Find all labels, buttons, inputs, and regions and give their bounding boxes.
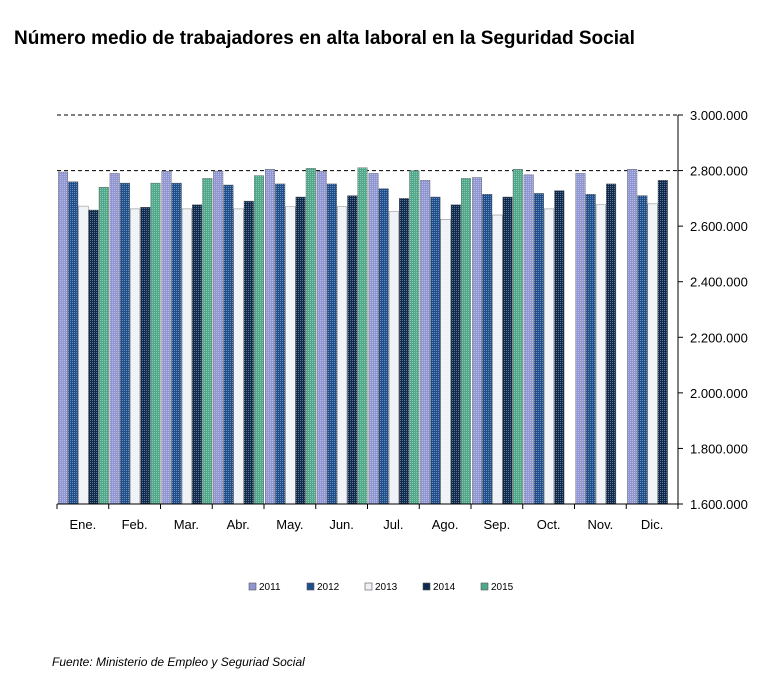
y-tick-label: 1.800.000 [690, 441, 748, 456]
y-tick-label: 2.000.000 [690, 386, 748, 401]
bar-texture-2013-8 [492, 215, 503, 504]
legend-swatch-2014 [422, 582, 431, 591]
legend: 2011 2012 2013 2014 2015 [248, 582, 514, 593]
bar-texture-2012-0 [68, 181, 78, 504]
bar-texture-2015-3 [254, 175, 264, 504]
bar-texture-2014-0 [88, 210, 99, 504]
x-tick-label: Ago. [432, 517, 459, 532]
bar-texture-2014-1 [140, 207, 151, 504]
bar-texture-2014-6 [399, 198, 409, 504]
x-tick-label: Jun. [329, 517, 354, 532]
legend-label-2013: 2013 [375, 582, 398, 593]
bar-texture-2012-8 [482, 194, 492, 504]
x-tick-label: Oct. [537, 517, 561, 532]
bar-texture-2011-0 [58, 172, 68, 504]
bar-texture-2014-11 [658, 180, 668, 505]
bar-texture-2012-4 [275, 183, 285, 504]
bar-texture-2015-5 [357, 167, 368, 505]
y-tick-label: 2.200.000 [690, 330, 748, 345]
bar-texture-2011-2 [161, 171, 172, 504]
bar-texture-2013-2 [182, 208, 192, 504]
source-note: Fuente: Ministerio de Empleo y Seguriad … [52, 655, 305, 669]
legend-label-2014: 2014 [433, 582, 456, 593]
x-tick-label: Mar. [174, 517, 199, 532]
bar-texture-2011-1 [109, 173, 120, 504]
bar-texture-2014-9 [554, 190, 565, 504]
bar-texture-2012-1 [120, 183, 130, 504]
bar-texture-2012-3 [223, 185, 234, 504]
legend-label-2015: 2015 [491, 582, 514, 593]
bar-texture-2011-4 [265, 169, 275, 504]
bar-texture-2011-3 [213, 171, 223, 504]
bar-texture-2015-2 [202, 178, 213, 504]
bar-texture-2015-6 [409, 170, 420, 504]
bar-texture-2011-7 [420, 180, 430, 505]
y-tick-label: 3.000.000 [690, 108, 748, 123]
bar-texture-2013-11 [647, 203, 658, 504]
bar-texture-2012-11 [637, 195, 648, 504]
bar-texture-2013-3 [233, 208, 244, 504]
bar-texture-2015-7 [461, 178, 471, 504]
bar-texture-2013-9 [544, 208, 554, 504]
legend-swatch-2011 [248, 582, 257, 591]
legend-swatch-2015 [480, 582, 489, 591]
bar-texture-2014-7 [451, 204, 461, 504]
bar-texture-2012-10 [585, 194, 596, 504]
bars [58, 167, 668, 505]
bar-texture-2011-5 [316, 171, 327, 504]
bar-texture-2012-2 [171, 183, 182, 504]
x-tick-label: Sep. [484, 517, 511, 532]
x-tick-label: Abr. [227, 517, 250, 532]
bar-texture-2011-9 [523, 174, 534, 504]
chart-title: Número medio de trabajadores en alta lab… [14, 28, 635, 49]
bar-texture-2014-10 [606, 183, 616, 504]
bar-texture-2012-7 [430, 197, 441, 504]
x-tick-label: Jul. [383, 517, 403, 532]
bar-texture-2014-2 [192, 204, 202, 504]
bar-texture-2012-6 [378, 188, 389, 504]
bar-texture-2013-7 [440, 219, 451, 504]
legend-label-2012: 2012 [317, 582, 340, 593]
bar-texture-2015-0 [99, 187, 109, 504]
axes: Ene. Feb. Mar. Abr. May. Jun. Jul. Ago. Sep. Oct.… [56, 108, 748, 532]
x-tick-label: Nov. [587, 517, 613, 532]
x-tick-label: Ene. [70, 517, 97, 532]
bar-texture-2011-6 [368, 173, 379, 504]
legend-label-2011: 2011 [259, 582, 281, 593]
gridlines [57, 114, 678, 172]
bar-texture-2013-6 [389, 211, 399, 504]
bar-texture-2013-0 [78, 206, 89, 504]
x-tick-label: Feb. [122, 517, 148, 532]
bar-texture-2013-10 [596, 204, 606, 504]
y-tick-label: 2.600.000 [690, 219, 748, 234]
x-tick-label: May. [276, 517, 303, 532]
bar-texture-2011-11 [627, 169, 637, 504]
bar-texture-2014-3 [244, 201, 254, 504]
bar-texture-2013-1 [130, 208, 140, 504]
bar-texture-2011-10 [575, 173, 586, 504]
bar-texture-2012-9 [534, 193, 544, 504]
bar-texture-2015-4 [306, 168, 316, 505]
x-tick-label: Dic. [641, 517, 663, 532]
y-tick-label: 2.400.000 [690, 275, 748, 290]
bar-texture-2014-4 [295, 197, 306, 504]
bar-texture-2012-5 [327, 183, 337, 504]
bar-texture-2014-5 [347, 195, 358, 504]
y-tick-label: 1.600.000 [690, 497, 748, 512]
bar-texture-2011-8 [472, 177, 482, 504]
y-tick-label: 2.800.000 [690, 164, 748, 179]
bar-texture-2015-8 [513, 169, 523, 504]
bar-texture-2013-4 [285, 206, 296, 504]
legend-swatch-2012 [306, 582, 315, 591]
bar-texture-2014-8 [502, 197, 513, 504]
bar-texture-2015-1 [150, 183, 161, 504]
bar-texture-2013-5 [337, 206, 347, 504]
legend-swatch-2013 [364, 582, 373, 591]
